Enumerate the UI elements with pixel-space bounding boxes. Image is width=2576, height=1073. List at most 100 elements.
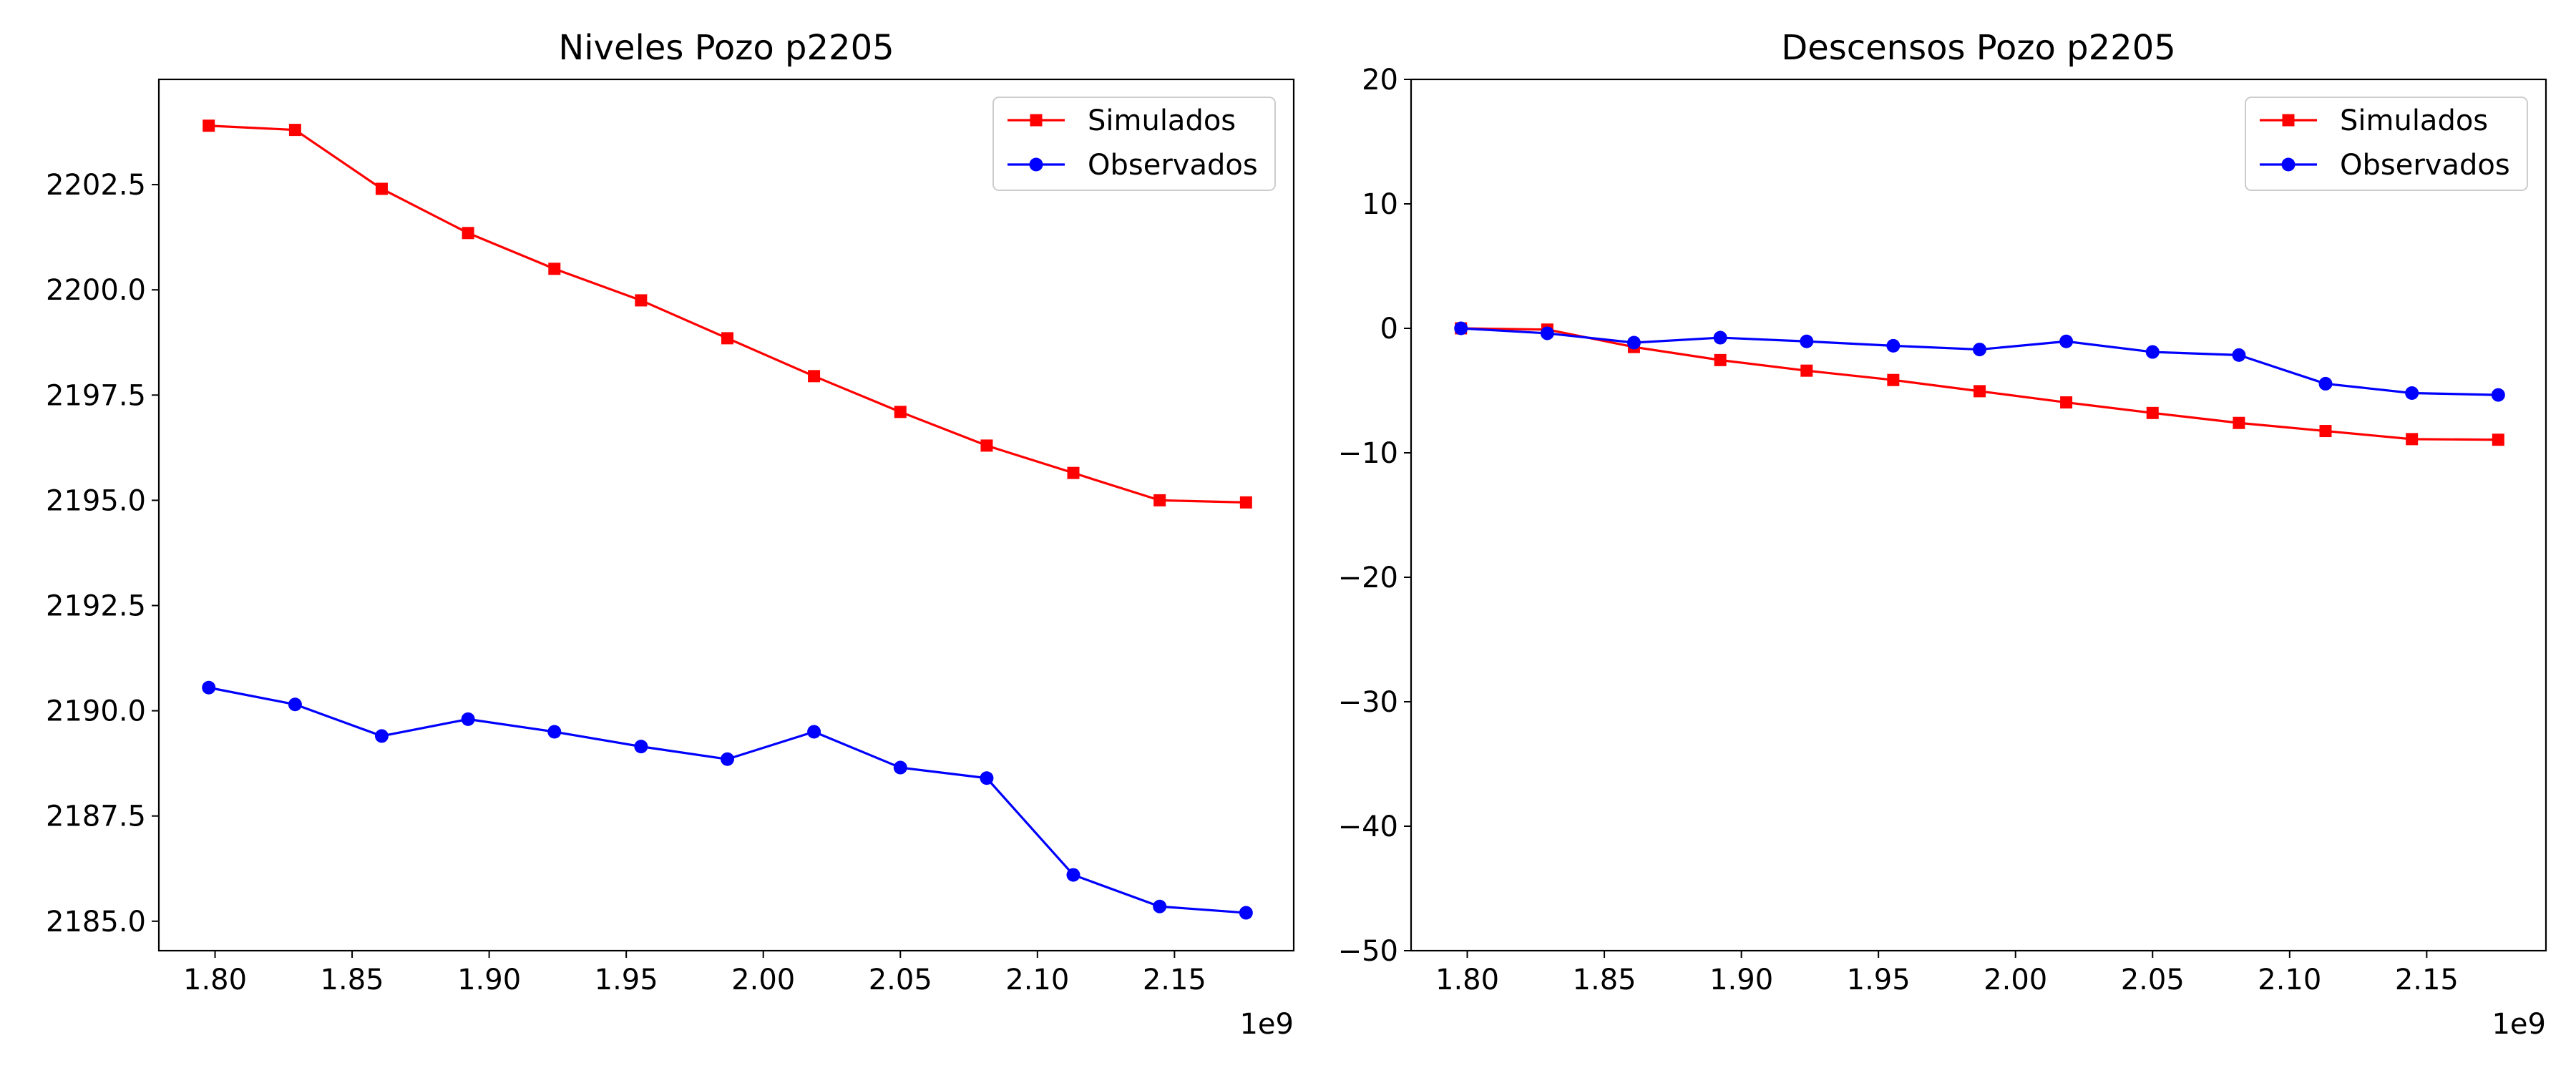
chart-title: Niveles Pozo p2205: [558, 28, 894, 68]
y-tick-label: 20: [1362, 64, 1398, 97]
data-point-observados: [2318, 376, 2333, 391]
data-point-observados: [461, 712, 475, 726]
data-point-observados: [1239, 906, 1253, 920]
legend-marker-simulados: [2282, 114, 2295, 127]
data-point-simulados: [721, 332, 734, 345]
x-tick-label: 2.05: [869, 964, 932, 996]
y-tick-label: 2187.5: [46, 800, 146, 833]
data-point-observados: [1886, 338, 1901, 353]
legend: Simulados Observados: [992, 97, 1276, 191]
data-point-observados: [2145, 345, 2160, 359]
data-point-simulados: [548, 263, 561, 275]
data-point-observados: [807, 725, 821, 739]
x-tick-label: 2.05: [2121, 964, 2185, 996]
data-point-observados: [893, 760, 907, 775]
y-tick-label: −20: [1338, 562, 1398, 594]
legend-label-observados: Observados: [2340, 149, 2510, 182]
chart-panel-1: 1.80 1.85 1.90 1.95 2.00 2.05 2.10 2.15 1e9 2185.…: [46, 28, 1295, 1041]
x-tick-label: 1.85: [1573, 964, 1636, 996]
data-point-observados: [1626, 335, 1641, 350]
x-tick-label: 2.10: [1005, 964, 1069, 996]
data-point-simulados: [1153, 494, 1166, 506]
x-tick-label: 2.10: [2258, 964, 2321, 996]
x-tick-label: 2.15: [2395, 964, 2459, 996]
axes-frame: [1410, 78, 2547, 952]
data-point-simulados: [288, 124, 301, 137]
data-point-observados: [721, 752, 735, 766]
x-tick-label: 1.90: [1709, 964, 1773, 996]
y-tick-label: 2197.5: [46, 379, 146, 412]
data-point-simulados: [808, 370, 821, 383]
data-point-simulados: [1974, 385, 1986, 398]
data-point-simulados: [1239, 496, 1252, 509]
data-point-simulados: [462, 227, 474, 240]
data-point-observados: [2491, 388, 2505, 402]
data-point-observados: [547, 725, 562, 739]
x-tick-label: 1.85: [321, 964, 384, 996]
x-tick-label: 1.95: [595, 964, 658, 996]
legend: Simulados Observados: [2245, 97, 2528, 191]
data-point-simulados: [894, 406, 907, 418]
data-point-observados: [1153, 899, 1167, 913]
y-tick-label: 2202.5: [46, 169, 146, 202]
data-point-simulados: [2060, 396, 2073, 409]
legend-label-observados: Observados: [1088, 149, 1258, 182]
data-point-observados: [374, 729, 389, 743]
x-tick-label: 2.00: [731, 964, 795, 996]
data-point-observados: [2405, 386, 2419, 400]
y-tick-label: −30: [1338, 686, 1398, 719]
data-point-observados: [2232, 348, 2246, 362]
data-point-simulados: [2146, 406, 2159, 419]
data-point-simulados: [375, 182, 388, 195]
y-tick-label: 2200.0: [46, 274, 146, 307]
data-point-observados: [1540, 326, 1554, 340]
data-point-observados: [1800, 334, 1814, 348]
data-point-observados: [634, 740, 648, 754]
x-tick-label: 2.15: [1143, 964, 1206, 996]
y-tick-label: 2185.0: [46, 906, 146, 939]
x-offset-label: 1e9: [1239, 1008, 1294, 1041]
chart-panel-2: 1.80 1.85 1.90 1.95 2.00 2.05 2.10 2.15 1e9 −50 −4…: [1338, 28, 2547, 1041]
x-tick-label: 1.90: [457, 964, 521, 996]
data-point-simulados: [1067, 466, 1080, 479]
data-point-simulados: [2406, 433, 2419, 446]
data-point-observados: [288, 697, 302, 712]
data-point-observados: [1454, 321, 1468, 335]
y-tick-label: 10: [1362, 188, 1398, 221]
chart-title: Descensos Pozo p2205: [1781, 28, 2176, 68]
y-tick-label: 2195.0: [46, 484, 146, 517]
legend-label-simulados: Simulados: [1088, 104, 1236, 137]
legend-marker-observados: [1029, 157, 1043, 172]
data-point-simulados: [1800, 364, 1813, 377]
y-tick-label: −10: [1338, 437, 1398, 470]
data-point-observados: [202, 680, 216, 695]
data-point-observados: [1973, 343, 1987, 357]
data-point-simulados: [980, 439, 993, 452]
data-point-observados: [2059, 334, 2074, 348]
data-point-simulados: [203, 119, 215, 132]
axes-frame: [157, 78, 1295, 952]
data-point-simulados: [1887, 373, 1900, 386]
data-point-simulados: [635, 294, 648, 307]
legend-marker-simulados: [1030, 114, 1043, 127]
data-point-simulados: [2492, 433, 2504, 446]
data-point-observados: [1713, 330, 1727, 345]
y-tick-label: −40: [1338, 810, 1398, 843]
x-tick-label: 1.95: [1847, 964, 1911, 996]
x-offset-label: 1e9: [2492, 1008, 2546, 1041]
y-tick-label: 0: [1380, 313, 1398, 346]
data-point-simulados: [2319, 425, 2332, 438]
x-tick-label: 2.00: [1984, 964, 2047, 996]
y-tick-label: 2192.5: [46, 590, 146, 623]
data-point-observados: [980, 771, 994, 785]
legend-label-simulados: Simulados: [2340, 104, 2488, 137]
data-point-observados: [1066, 868, 1080, 882]
data-point-simulados: [1714, 353, 1727, 366]
data-point-simulados: [2233, 416, 2245, 429]
legend-marker-observados: [2281, 157, 2296, 172]
y-tick-label: −50: [1338, 935, 1398, 968]
x-tick-label: 1.80: [183, 964, 247, 996]
x-tick-label: 1.80: [1435, 964, 1499, 996]
